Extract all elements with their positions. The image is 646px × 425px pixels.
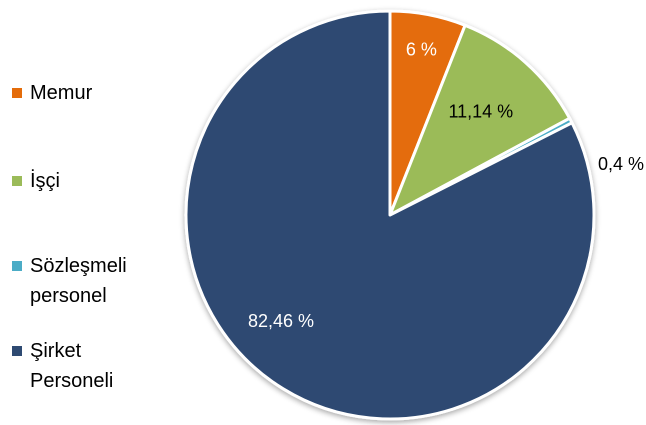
legend-label-sirket: Şirket Personeli (30, 340, 114, 392)
legend-swatch-memur (12, 88, 22, 98)
legend-label-sozlesmeli: Sözleşmeli personel (30, 255, 127, 307)
legend-label-isci: İşçi (30, 170, 60, 192)
legend-label-memur: Memur (30, 82, 93, 104)
data-label-sozlesmeli: 0,4 % (598, 154, 644, 174)
data-label-sirket: 82,46 % (248, 311, 314, 331)
pie-slice-isci (388, 23, 572, 217)
data-label-isci: 11,14 % (448, 102, 513, 122)
legend-item-memur: Memur (12, 78, 160, 108)
legend-item-sozlesmeli: Sözleşmeli personel (12, 251, 160, 311)
data-label-memur: 6 % (406, 39, 437, 59)
legend-item-sirket: Şirket Personeli (12, 336, 160, 396)
pie-slice-sirket (184, 9, 596, 421)
legend-swatch-sirket (12, 346, 22, 356)
legend: Memur İşçi Sözleşmeli personel Şirket Pe… (12, 0, 172, 425)
legend-swatch-isci (12, 176, 22, 186)
legend-item-isci: İşçi (12, 166, 160, 196)
legend-swatch-sozlesmeli (12, 261, 22, 271)
